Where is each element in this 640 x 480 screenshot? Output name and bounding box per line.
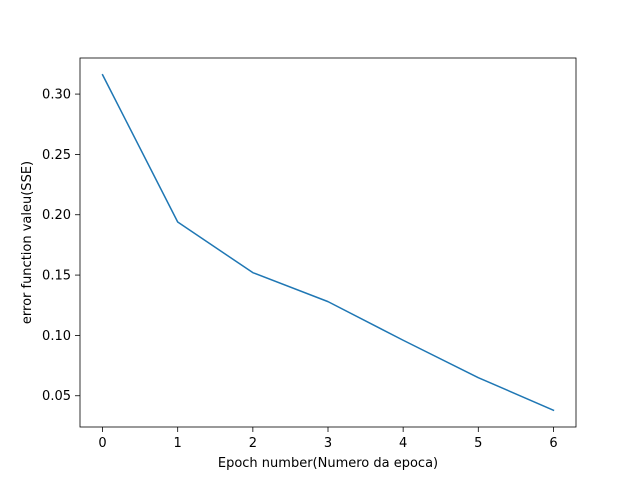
y-tick-label: 0.15 <box>42 269 71 284</box>
x-tick-label: 2 <box>249 436 257 451</box>
y-tick-label: 0.05 <box>42 389 71 404</box>
x-tick-label: 5 <box>474 436 482 451</box>
x-axis-ticks: 0 1 2 3 4 5 6 <box>98 427 558 451</box>
y-tick-label: 0.30 <box>42 88 71 103</box>
x-tick-label: 4 <box>399 436 407 451</box>
y-axis-label: error function valeu(SSE) <box>20 161 35 324</box>
y-tick-label: 0.10 <box>42 329 71 344</box>
x-tick-label: 6 <box>549 436 557 451</box>
x-axis-label: Epoch number(Numero da epoca) <box>218 456 438 471</box>
series-line <box>101 73 555 412</box>
y-axis-ticks: 0.05 0.10 0.15 0.20 0.25 0.30 <box>42 88 80 404</box>
x-tick-label: 3 <box>324 436 332 451</box>
x-tick-label: 1 <box>174 436 182 451</box>
x-tick-label: 0 <box>98 436 106 451</box>
y-tick-label: 0.25 <box>42 148 71 163</box>
plot-frame <box>79 57 577 428</box>
y-tick-label: 0.20 <box>42 208 71 223</box>
